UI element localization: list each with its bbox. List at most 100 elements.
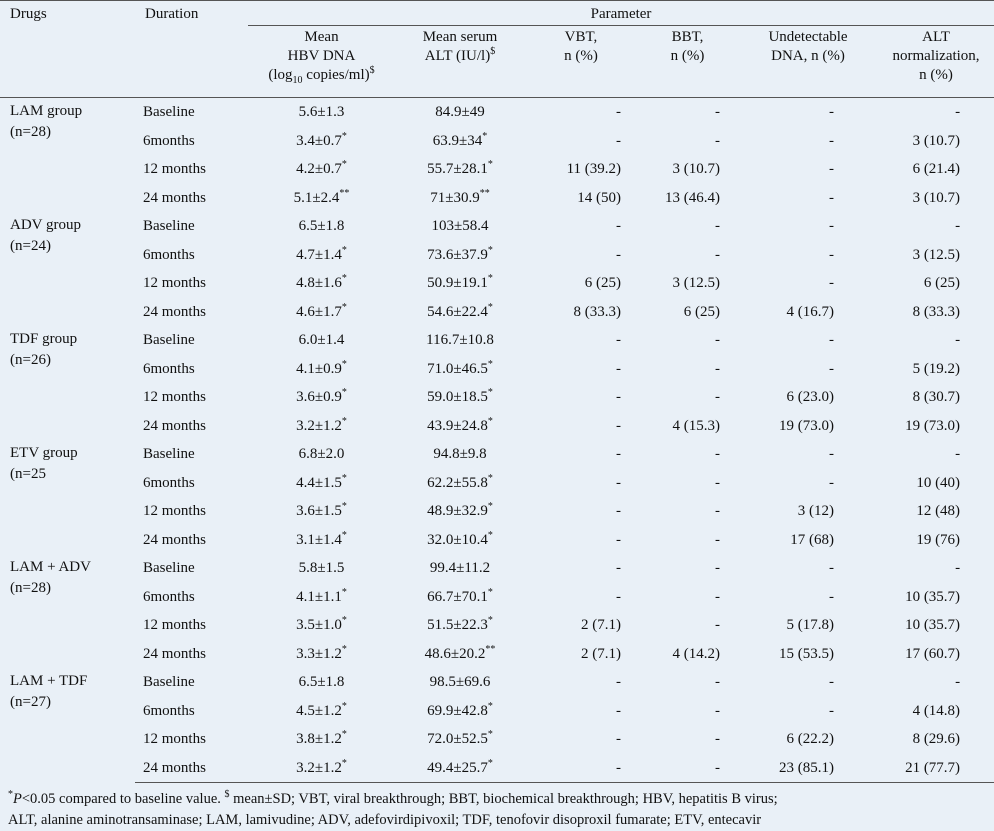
cell-alt-normalization: -: [955, 104, 961, 120]
cell-duration: 12 months: [143, 275, 206, 291]
header-bbt: BBT, n (%): [637, 25, 738, 98]
cell-undetectable-dna: -: [829, 132, 834, 149]
cell-hbv-dna: 4.6±1.7*: [296, 301, 347, 320]
cell-duration: Baseline: [143, 446, 195, 462]
cell-undetectable-dna: -: [829, 189, 834, 206]
cell-undetectable-dna: 6 (23.0): [786, 389, 835, 405]
cell-vbt: 2 (7.1): [581, 645, 621, 662]
cell-bbt: 4 (14.2): [672, 645, 721, 662]
cell-hbv-dna: 6.8±2.0: [298, 446, 345, 462]
cell-bbt: 3 (12.5): [672, 275, 721, 291]
cell-duration: 24 months: [143, 645, 206, 662]
cell-duration: 12 months: [143, 731, 206, 747]
cell-duration: 24 months: [143, 417, 206, 434]
cell-bbt: -: [715, 246, 720, 263]
table-row: 24 months 5.1±2.4** 71±30.9** 14 (50) 13 (46…: [0, 184, 994, 213]
table-row: LAM group (n=28) Baseline 5.6±1.3 84.9±49 - - -…: [0, 98, 994, 140]
cell-hbv-dna: 3.4±0.7*: [296, 130, 347, 149]
cell-vbt: -: [616, 389, 621, 405]
cell-hbv-dna: 3.1±1.4*: [296, 529, 347, 548]
cell-alt-normalization: 8 (33.3): [912, 303, 961, 320]
cell-serum-alt: 49.4±25.7*: [395, 753, 525, 783]
table-row: 6months 4.7±1.4* 73.6±37.9* - - - 3 (12.5): [0, 241, 994, 270]
cell-undetectable-dna: -: [829, 474, 834, 491]
cell-bbt: -: [715, 446, 720, 462]
table-row: ETV group (n=25 Baseline 6.8±2.0 94.8±9.8 - - -…: [0, 440, 994, 482]
cell-alt-normalization: -: [955, 560, 961, 576]
cell-vbt: -: [616, 332, 621, 348]
cell-alt-normalization: 17 (60.7): [905, 645, 961, 662]
cell-duration: Baseline: [143, 560, 195, 576]
cell-bbt: -: [715, 617, 720, 633]
results-table: Drugs Duration Parameter Mean HBV DNA (l…: [0, 0, 994, 783]
cell-hbv-dna: 6.0±1.4: [298, 332, 345, 348]
cell-serum-alt: 72.0±52.5*: [427, 729, 493, 748]
cell-vbt: -: [525, 753, 637, 783]
cell-hbv-dna: 3.6±1.5*: [296, 501, 347, 520]
cell-alt-normalization: 19 (76): [916, 531, 961, 548]
table-row: 12 months 3.5±1.0* 51.5±22.3* 2 (7.1) - 5 (17…: [0, 611, 994, 640]
cell-undetectable-dna: -: [829, 332, 834, 348]
cell-duration: 6months: [143, 132, 195, 149]
cell-bbt: -: [715, 674, 720, 690]
cell-vbt: -: [616, 474, 621, 491]
cell-duration: 6months: [143, 246, 195, 263]
drug-group-label: LAM + TDF (n=27): [10, 673, 88, 710]
header-drugs: Drugs: [0, 0, 135, 26]
table-row: 12 months 4.8±1.6* 50.9±19.1* 6 (25) 3 (12.5…: [0, 269, 994, 298]
table-row: 24 months 3.3±1.2* 48.6±20.2** 2 (7.1) 4 (14…: [0, 640, 994, 669]
cell-alt-normalization: 3 (10.7): [912, 132, 961, 149]
cell-duration: 24 months: [135, 753, 248, 783]
cell-hbv-dna: 4.7±1.4*: [296, 244, 347, 263]
cell-undetectable-dna: -: [829, 560, 834, 576]
cell-serum-alt: 32.0±10.4*: [427, 529, 493, 548]
cell-serum-alt: 50.9±19.1*: [427, 273, 493, 292]
table-row: ADV group (n=24) Baseline 6.5±1.8 103±58.4 - -…: [0, 212, 994, 254]
drug-group-label: TDF group (n=26): [10, 331, 78, 368]
cell-undetectable-dna: 5 (17.8): [786, 617, 835, 633]
cell-serum-alt: 73.6±37.9*: [427, 244, 493, 263]
cell-duration: 6months: [143, 588, 195, 605]
table-row: 12 months 3.8±1.2* 72.0±52.5* - - 6 (22.2) 8 (…: [0, 725, 994, 754]
cell-alt-normalization: 10 (40): [916, 474, 961, 491]
cell-bbt: -: [715, 560, 720, 576]
header-vbt: VBT, n (%): [525, 25, 637, 98]
cell-alt-normalization: 5 (19.2): [912, 360, 961, 377]
cell-vbt: -: [616, 417, 621, 434]
cell-vbt: -: [616, 104, 621, 120]
cell-duration: Baseline: [143, 218, 195, 234]
cell-serum-alt: 84.9±49: [435, 104, 485, 120]
cell-serum-alt: 71±30.9**: [430, 187, 490, 206]
table-row: 24 months 3.1±1.4* 32.0±10.4* - - 17 (68) 19 (…: [0, 526, 994, 555]
table-row: 6months 4.5±1.2* 69.9±42.8* - - - 4 (14.8): [0, 697, 994, 726]
cell-alt-normalization: 12 (48): [916, 503, 961, 519]
table-row: 12 months 3.6±1.5* 48.9±32.9* - - 3 (12) 12 (4…: [0, 497, 994, 526]
cell-serum-alt: 94.8±9.8: [433, 446, 487, 462]
cell-serum-alt: 48.6±20.2**: [424, 643, 496, 662]
cell-duration: Baseline: [143, 674, 195, 690]
cell-alt-normalization: -: [955, 218, 961, 234]
cell-duration: 12 months: [143, 389, 206, 405]
cell-vbt: 2 (7.1): [581, 617, 621, 633]
cell-bbt: -: [715, 360, 720, 377]
cell-hbv-dna: 4.5±1.2*: [296, 700, 347, 719]
cell-undetectable-dna: -: [829, 104, 834, 120]
cell-bbt: 4 (15.3): [672, 417, 721, 434]
cell-vbt: -: [616, 702, 621, 719]
cell-serum-alt: 99.4±11.2: [429, 560, 491, 576]
cell-serum-alt: 98.5±69.6: [429, 674, 491, 690]
table-row: 6months 3.4±0.7* 63.9±34* - - - 3 (10.7): [0, 127, 994, 156]
cell-undetectable-dna: 23 (85.1): [738, 753, 878, 783]
cell-undetectable-dna: -: [829, 674, 834, 690]
cell-vbt: -: [616, 674, 621, 690]
cell-bbt: 3 (10.7): [672, 161, 721, 177]
drug-group-label: ADV group (n=24): [10, 217, 81, 254]
cell-serum-alt: 66.7±70.1*: [427, 586, 493, 605]
cell-serum-alt: 55.7±28.1*: [427, 159, 493, 178]
table-row: 24 months 3.2±1.2* 49.4±25.7* - -23 (85.1) 21…: [0, 753, 994, 783]
header-serum-alt: Mean serum ALT (IU/l)$: [395, 25, 525, 98]
cell-duration: 24 months: [143, 189, 206, 206]
cell-undetectable-dna: -: [829, 446, 834, 462]
cell-undetectable-dna: -: [829, 275, 834, 291]
cell-serum-alt: 59.0±18.5*: [427, 387, 493, 406]
